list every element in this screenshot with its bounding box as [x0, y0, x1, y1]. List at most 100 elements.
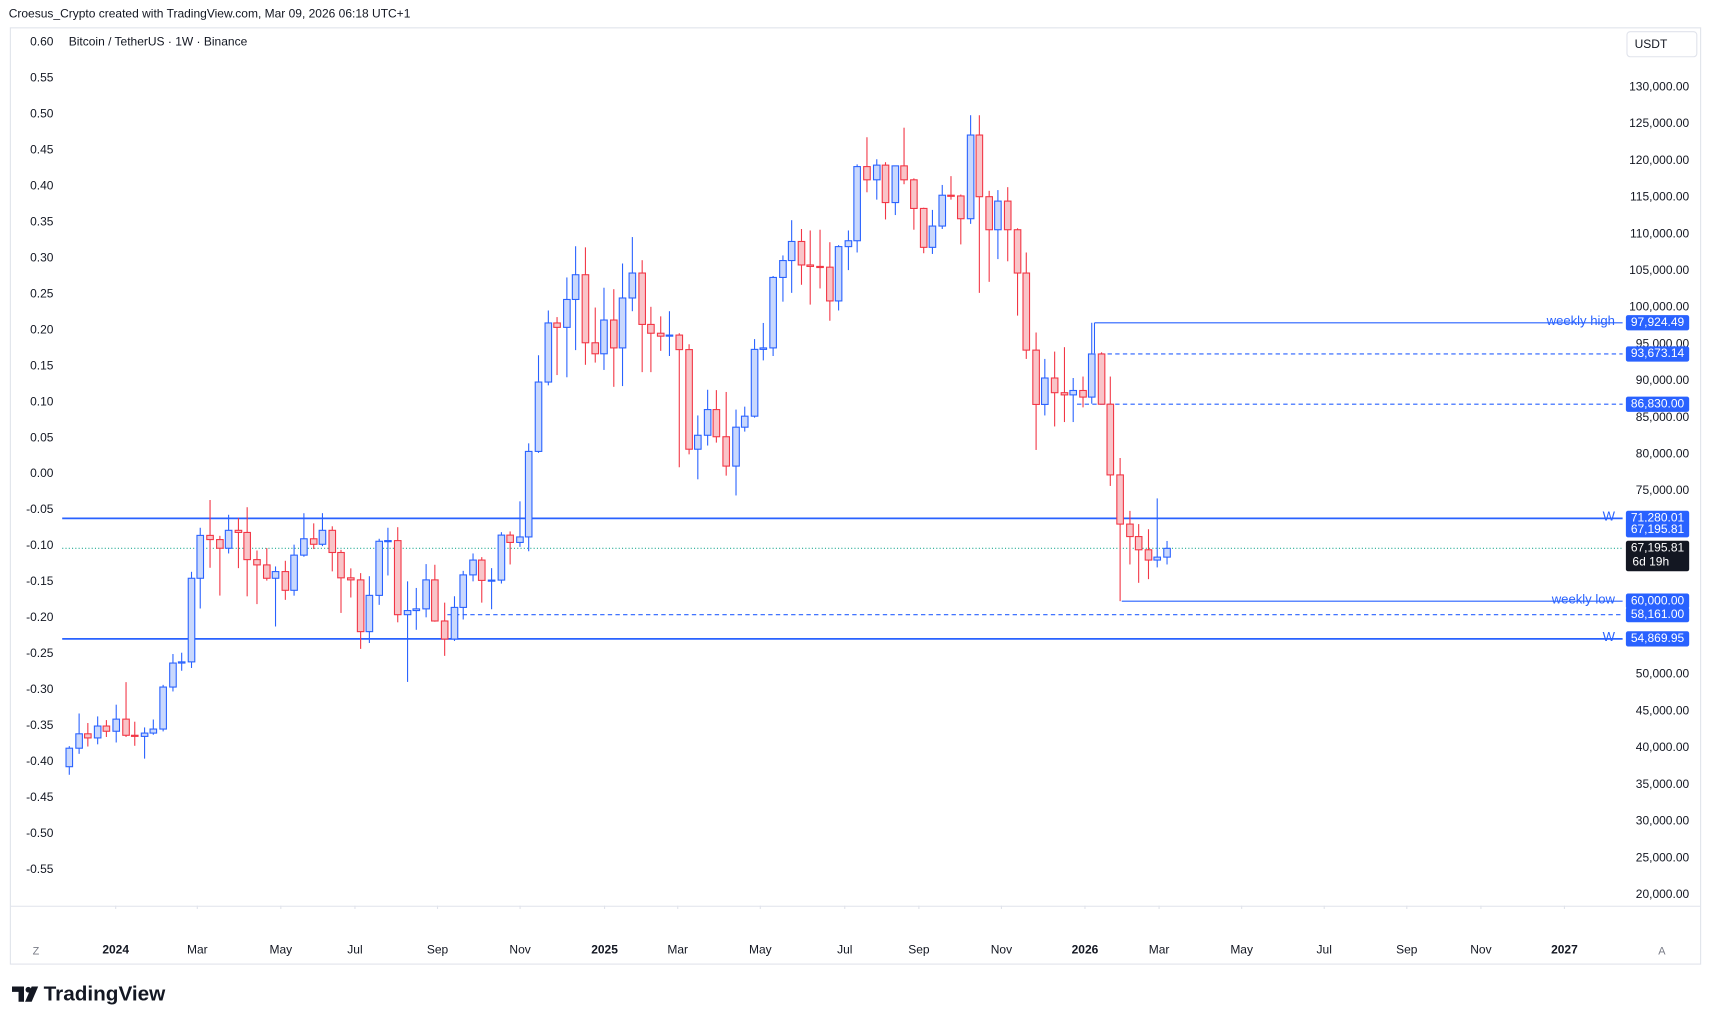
- candle-body: [806, 264, 815, 267]
- candle-body: [591, 342, 600, 355]
- candle-body: [318, 529, 327, 545]
- candle-body: [206, 534, 214, 541]
- x-tick-label: May: [269, 943, 292, 957]
- candle-body: [130, 734, 139, 737]
- candle-body: [112, 718, 121, 732]
- y2-tick-label: 0.20: [30, 322, 54, 336]
- y2-tick-label: -0.15: [26, 574, 54, 588]
- y2-tick-label: -0.45: [26, 790, 54, 804]
- currency-label[interactable]: USDT: [1635, 37, 1668, 51]
- candle-body: [440, 620, 449, 640]
- price-tag-label: 67,195.81: [1631, 522, 1685, 536]
- candle-layer: [65, 115, 1171, 775]
- candle-body: [703, 409, 712, 436]
- candle-body: [563, 298, 571, 328]
- candle-body: [1041, 377, 1049, 405]
- candle-body: [459, 574, 468, 608]
- candle-body: [956, 195, 965, 220]
- y2-tick-label: 0.60: [30, 35, 54, 49]
- candle-body: [75, 733, 83, 749]
- timezone-button[interactable]: Z: [33, 945, 40, 957]
- candle-body: [910, 179, 918, 209]
- candle-body: [966, 134, 975, 220]
- candle-body: [1087, 353, 1096, 398]
- candle-body: [337, 551, 345, 579]
- candle-body: [300, 538, 308, 556]
- x-tick-label: 2027: [1551, 943, 1578, 957]
- y2-tick-label: -0.25: [26, 646, 54, 660]
- auto-scale-button[interactable]: A: [1658, 945, 1666, 957]
- price-tag-label: 58,161.00: [1631, 607, 1685, 621]
- y2-tick-label: 0.50: [30, 107, 54, 121]
- x-tick-label: Sep: [908, 943, 930, 957]
- candle-body: [994, 200, 1002, 231]
- candle-body: [797, 240, 806, 266]
- x-tick-label: Sep: [1396, 943, 1418, 957]
- x-tick-label: 2026: [1072, 943, 1099, 957]
- x-tick-label: 2024: [102, 943, 129, 957]
- candle-body: [422, 579, 430, 610]
- candle-body: [544, 322, 553, 383]
- bar-countdown: 6d 19h: [1632, 555, 1669, 569]
- y-tick-label: 105,000.00: [1629, 263, 1689, 277]
- candle-body: [431, 579, 439, 622]
- candle-body: [571, 274, 580, 301]
- candle-body: [618, 297, 627, 349]
- price-tag-label: 54,869.95: [1631, 631, 1685, 645]
- y-tick-label: 110,000.00: [1630, 226, 1689, 240]
- x-tick-label: May: [1230, 943, 1253, 957]
- level-name: W: [1603, 509, 1616, 524]
- x-tick-label: Mar: [667, 943, 688, 957]
- candle-body: [169, 662, 177, 688]
- candle-body: [1106, 403, 1115, 476]
- y-tick-label: 130,000.00: [1629, 79, 1689, 93]
- candle-body: [985, 196, 993, 231]
- candle-body: [469, 559, 477, 576]
- candle-body: [1069, 389, 1078, 396]
- candle-body: [159, 686, 167, 730]
- candle-body: [149, 728, 158, 734]
- candle-body: [516, 536, 524, 543]
- price-tag: [1625, 522, 1690, 538]
- candle-body: [309, 538, 318, 545]
- y2-tick-label: 0.55: [30, 71, 54, 85]
- candle-body: [187, 577, 196, 663]
- candle-body: [1003, 200, 1012, 231]
- logo-mark: [25, 986, 39, 1002]
- y2-tick-label: 0.25: [30, 286, 54, 300]
- candle-body: [779, 260, 787, 278]
- candle-body: [1097, 353, 1106, 405]
- logo-mark: [12, 986, 25, 1002]
- price-tag-label: 97,924.49: [1631, 315, 1685, 329]
- y-tick-label: 50,000.00: [1636, 667, 1690, 681]
- x-tick-label: Mar: [1149, 943, 1170, 957]
- currency-button[interactable]: [1626, 31, 1698, 58]
- candle-body: [234, 529, 243, 534]
- candle-body: [826, 266, 834, 302]
- chart-title: Bitcoin / TetherUS · 1W · Binance: [69, 35, 248, 49]
- y2-tick-label: -0.05: [26, 502, 54, 516]
- candle-body: [1050, 377, 1059, 394]
- y-tick-label: 40,000.00: [1636, 740, 1690, 754]
- y2-tick-label: 0.10: [30, 394, 54, 408]
- axis-layer: 20,000.00 25,000.00 30,000.00 35,000.00 40,0…: [26, 35, 1689, 957]
- candle-body: [328, 529, 337, 554]
- y2-tick-label: -0.30: [26, 682, 54, 696]
- candle-body: [224, 529, 233, 549]
- y-tick-label: 115,000.00: [1630, 190, 1689, 204]
- candle-body: [534, 381, 543, 452]
- y-tick-label: 30,000.00: [1636, 814, 1690, 828]
- candle-body: [928, 225, 937, 248]
- level-name: weekly high: [1546, 313, 1615, 328]
- candle-body: [403, 610, 412, 616]
- candle-body: [177, 661, 186, 664]
- candle-body: [384, 540, 392, 543]
- y2-tick-label: 0.40: [30, 178, 54, 192]
- candle-body: [685, 349, 693, 450]
- candle-body: [1116, 474, 1124, 525]
- y-tick-label: 45,000.00: [1636, 703, 1690, 717]
- candle-body: [1032, 349, 1040, 405]
- y-tick-label: 125,000.00: [1629, 116, 1689, 130]
- x-tick-label: Mar: [187, 943, 208, 957]
